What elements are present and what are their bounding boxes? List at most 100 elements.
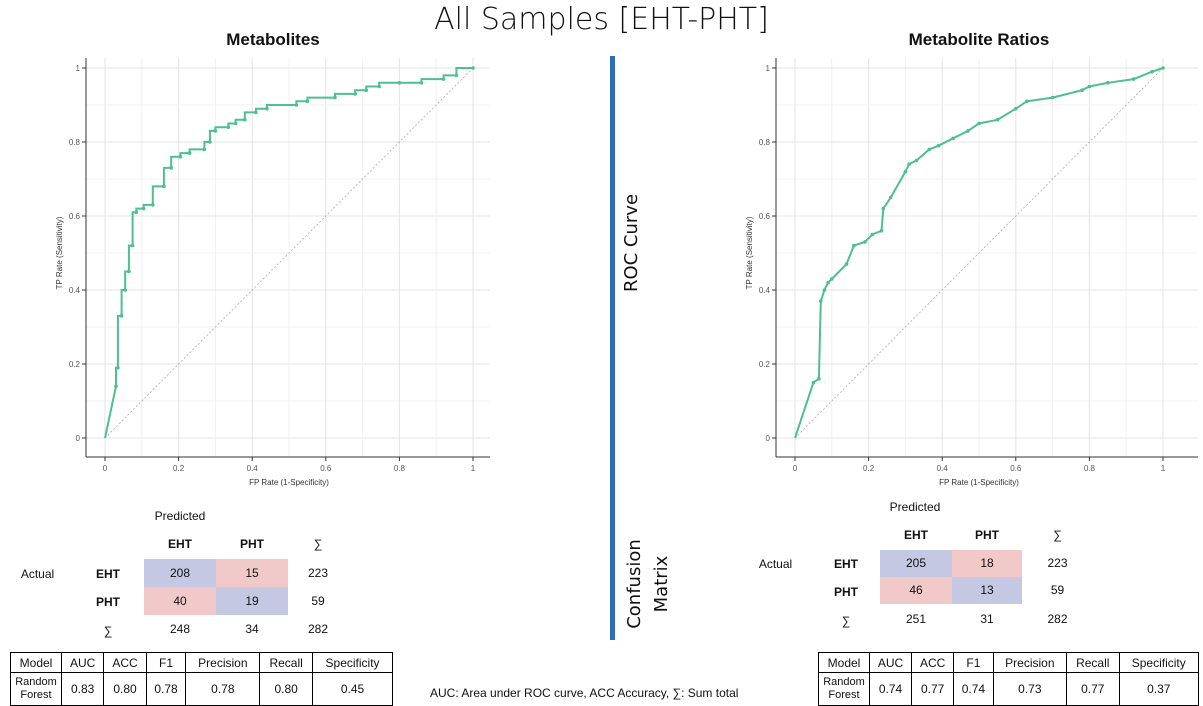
roc-point [1080,88,1084,92]
roc-point [471,66,475,70]
col-header-eht: EHT [904,528,928,542]
roc-point [1161,66,1165,70]
roc-point [305,99,310,104]
roc-point [1087,84,1092,89]
row-header-sum: ∑ [103,624,113,638]
actual-label: Actual [20,567,55,581]
cm-section-label-line2: Matrix [651,555,672,613]
col-header-sum: ∑ [1053,528,1062,542]
metric-recall: 0.80 [259,672,314,706]
roc-point [187,151,192,155]
metric-header: Precision [992,652,1068,673]
cm-cell-col-total: 248 [169,622,191,636]
roc-point [116,365,120,370]
row-header-pht: PHT [96,595,120,609]
roc-point [202,147,207,152]
roc-point [123,288,128,292]
roc-point [233,121,238,126]
roc-point [353,92,358,96]
cm-cell-true-eht: 205 [880,550,952,577]
metric-header: Specificity [312,652,393,673]
cm-cell-grand-total: 282 [307,622,329,636]
chart-title-ratios: Metabolite Ratios [908,30,1050,49]
roc-point [879,229,884,233]
col-header-sum: ∑ [313,537,323,551]
roc-point [162,184,166,189]
model-name: Random Forest [10,672,62,706]
roc-point [822,288,827,292]
x-axis-label: FP Rate (1-Specificity) [939,478,1019,487]
x-tick-label: 0.6 [1010,464,1022,473]
y-tick-label: 0.8 [69,138,81,147]
roc-point [863,240,867,244]
col-header-pht: PHT [240,537,264,551]
roc-point [844,262,849,266]
metric-header: F1 [145,652,187,673]
cm-cell-true-pht: 13 [952,577,1022,604]
metric-header: ACC [911,652,955,673]
row-header-eht: EHT [834,557,858,571]
y-tick-label: 0 [766,434,771,443]
col-header-eht: EHT [168,537,192,551]
metric-header: Precision [185,652,261,673]
roc-point [826,280,830,285]
cm-cell-col-total: 34 [245,622,259,636]
metric-precision: 0.73 [992,672,1068,706]
reference-diagonal [794,67,1164,439]
roc-point [130,243,135,248]
roc-point [119,314,124,318]
metric-f1: 0.74 [953,672,994,706]
roc-point [265,106,269,111]
x-tick-label: 1 [1161,464,1166,473]
roc-point [114,384,118,389]
roc-point [1131,77,1136,81]
x-tick-label: 0 [103,464,108,473]
metric-specificity: 0.37 [1118,672,1200,706]
metric-header: Model [818,652,870,673]
x-tick-label: 0.2 [173,464,185,473]
row-header-sum: ∑ [841,614,851,628]
cm-cell-row-total: 223 [1047,556,1068,570]
roc-point [169,166,174,170]
metrics-table-ratios: Model AUC ACC F1 Precision Recall Specif… [818,652,1200,706]
x-tick-label: 0 [793,464,798,473]
y-tick-label: 1 [76,64,81,73]
metric-header: Recall [1066,652,1120,673]
roc-point [178,155,183,159]
cm-cell-true-pht: 19 [216,587,288,615]
roc-point [966,129,970,133]
roc-point [226,125,231,129]
metric-header: Model [10,652,62,673]
section-divider [610,56,615,640]
cm-cell-true-eht: 208 [144,559,216,587]
roc-point [817,377,821,381]
roc-point [811,380,816,385]
roc-point [995,118,1000,122]
roc-point [830,277,834,281]
row-header-eht: EHT [96,567,120,581]
metric-header: Recall [259,652,314,673]
x-tick-label: 0.4 [247,464,259,473]
roc-point [441,77,446,81]
cm-cell-col-total: 31 [980,612,994,626]
cm-cell-row-total: 59 [311,594,325,608]
roc-point [254,110,258,115]
x-tick-label: 0.8 [1084,464,1096,473]
roc-point [870,232,875,237]
cm-cell-row-total: 223 [307,566,329,580]
model-name: Random Forest [818,672,870,706]
y-tick-label: 1 [766,64,771,73]
roc-chart-ratios: 0 0.2 0.4 0.6 0.8 1 0 0.2 0.4 0.6 0.8 1 FP Rate (1-S… [745,58,1198,487]
roc-point [903,169,908,174]
roc-point [852,243,856,248]
roc-point [1050,95,1055,100]
metric-specificity: 0.45 [312,672,393,706]
roc-point [213,129,218,133]
metrics-table-metabolites: Model AUC ACC F1 Precision Recall Specif… [10,652,393,706]
roc-section-label: ROC Curve [621,193,642,293]
roc-point [881,206,886,211]
metric-header: AUC [868,652,913,673]
y-tick-label: 0.4 [759,286,771,295]
roc-point [127,269,131,274]
metric-header: ACC [103,652,147,673]
